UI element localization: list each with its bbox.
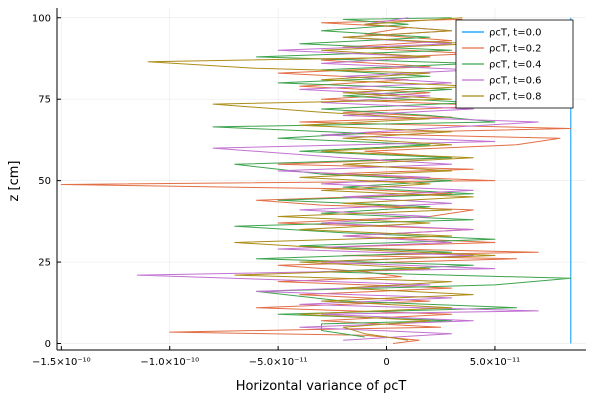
series-line-4 (147, 17, 496, 341)
x-tick-label: 0 (383, 357, 389, 368)
legend: ρcT, t=0.0 ρcT, t=0.2 ρcT, t=0.4 ρcT, t=0.6… (455, 19, 574, 109)
y-tick-label: 25 (38, 258, 51, 269)
y-axis-title: z [cm] (7, 161, 22, 202)
legend-label: ρcT, t=0.8 (489, 92, 542, 103)
legend-label: ρcT, t=0.6 (489, 76, 542, 87)
y-tick-label: 100 (32, 13, 51, 24)
series-line-3 (136, 17, 539, 341)
x-axis-title: Horizontal variance of ρcT (236, 379, 407, 394)
x-tick-label: 5.0×10⁻¹¹ (470, 357, 520, 368)
x-tick-label: −1.0×10⁻¹⁰ (140, 357, 199, 368)
legend-label: ρcT, t=0.4 (489, 60, 542, 71)
x-tick-label: −5.0×10⁻¹¹ (249, 357, 308, 368)
legend-label: ρcT, t=0.0 (489, 28, 542, 39)
x-tick-label: −1.5×10⁻¹⁰ (32, 357, 91, 368)
series-line-2 (212, 17, 572, 338)
y-tick-label: 75 (38, 95, 51, 106)
legend-label: ρcT, t=0.2 (489, 44, 542, 55)
y-tick-label: 50 (38, 176, 51, 187)
y-tick-label: 0 (45, 339, 51, 350)
